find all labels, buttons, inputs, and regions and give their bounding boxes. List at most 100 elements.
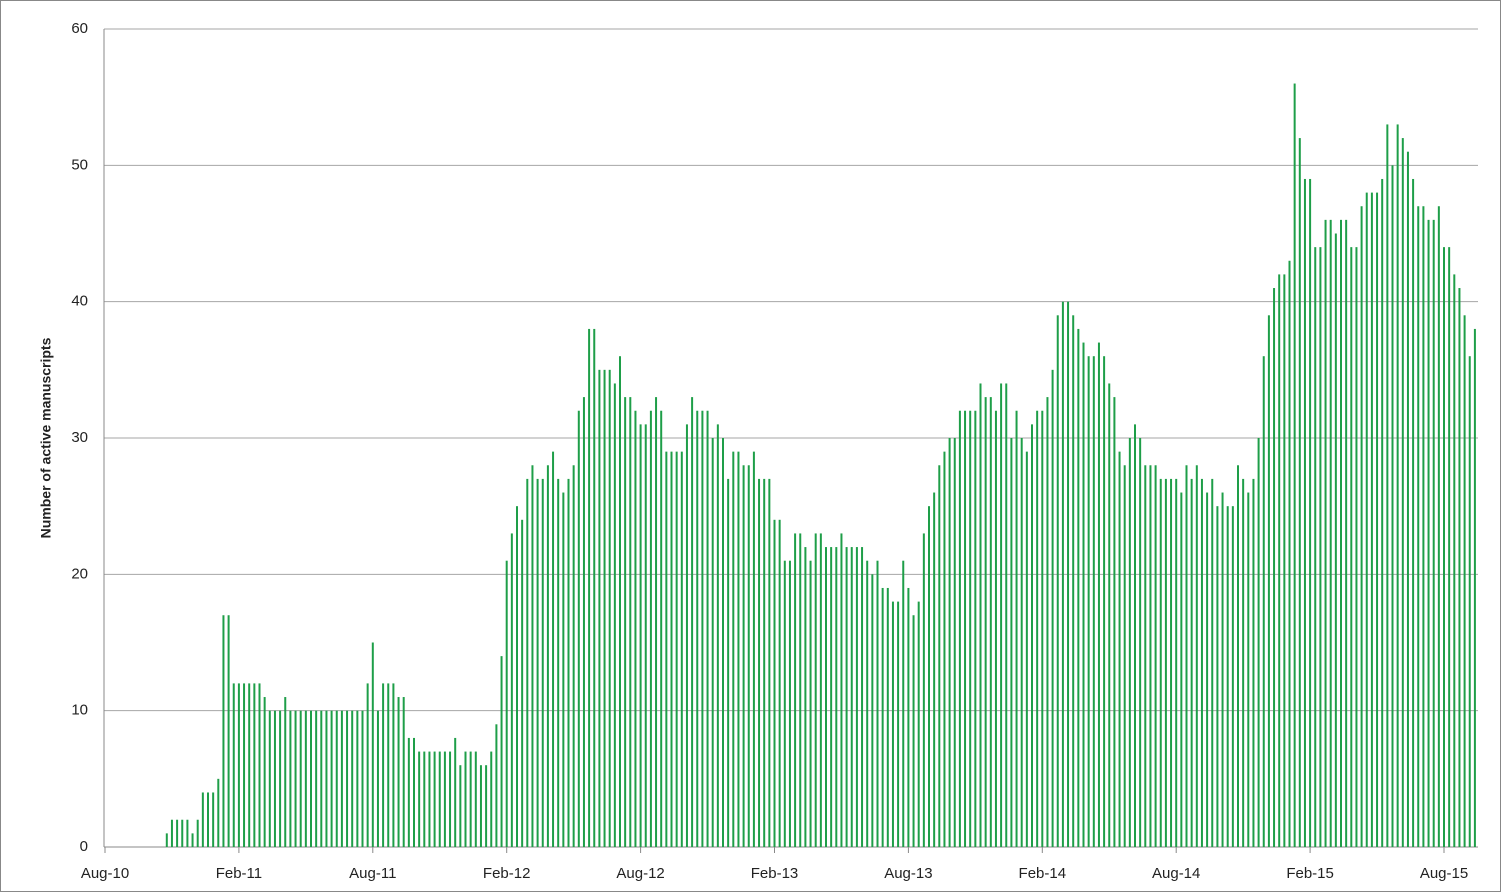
bar bbox=[1406, 151, 1409, 847]
bar bbox=[624, 397, 627, 847]
bar bbox=[207, 792, 209, 847]
bar bbox=[1417, 206, 1420, 847]
bar bbox=[407, 737, 410, 847]
bar bbox=[1128, 438, 1131, 847]
x-tick-label: Feb-13 bbox=[751, 865, 799, 882]
bar bbox=[284, 697, 287, 847]
bar bbox=[243, 683, 246, 847]
bar bbox=[330, 710, 333, 847]
bar bbox=[691, 397, 694, 847]
bar bbox=[1262, 356, 1265, 847]
bar bbox=[546, 465, 549, 847]
bar bbox=[459, 765, 462, 847]
bar bbox=[1386, 124, 1389, 847]
bar bbox=[1108, 383, 1111, 847]
bar bbox=[619, 356, 621, 847]
bar bbox=[1195, 465, 1198, 847]
bar bbox=[356, 710, 359, 847]
bar bbox=[361, 710, 364, 847]
bar bbox=[747, 465, 750, 847]
x-tick-label: Feb-12 bbox=[483, 865, 531, 882]
bar bbox=[1463, 315, 1466, 847]
bar bbox=[1427, 219, 1430, 847]
bar bbox=[1113, 397, 1116, 847]
bar bbox=[1154, 465, 1157, 847]
bar bbox=[701, 410, 704, 847]
bar bbox=[917, 601, 920, 847]
bar bbox=[1303, 178, 1306, 847]
bar bbox=[1067, 301, 1070, 848]
bar bbox=[521, 519, 524, 847]
bar bbox=[320, 710, 323, 847]
bar bbox=[170, 819, 173, 847]
bar bbox=[958, 410, 961, 847]
bar bbox=[1046, 397, 1049, 847]
bar bbox=[479, 765, 482, 847]
bar bbox=[1190, 478, 1193, 847]
bar bbox=[1319, 247, 1322, 848]
bar bbox=[438, 751, 441, 847]
bar bbox=[1005, 383, 1008, 847]
bar bbox=[196, 819, 199, 847]
bar bbox=[788, 560, 791, 847]
bar bbox=[1237, 465, 1239, 847]
y-tick-label: 60 bbox=[71, 20, 88, 37]
bar bbox=[655, 397, 658, 847]
bar bbox=[1097, 342, 1100, 847]
bar bbox=[825, 547, 827, 847]
bar bbox=[984, 397, 987, 847]
bar bbox=[675, 451, 678, 847]
bar bbox=[716, 424, 719, 847]
bar bbox=[268, 710, 271, 847]
bar bbox=[469, 751, 472, 847]
bar bbox=[279, 710, 282, 847]
bar bbox=[186, 819, 189, 847]
bar bbox=[1340, 219, 1342, 847]
bar bbox=[351, 710, 354, 847]
bar bbox=[217, 778, 220, 847]
bar bbox=[588, 328, 591, 847]
bar bbox=[794, 533, 797, 847]
bar bbox=[1051, 369, 1054, 847]
bar bbox=[866, 560, 869, 847]
bar bbox=[464, 751, 467, 847]
bar bbox=[1458, 288, 1461, 847]
bar bbox=[1278, 274, 1281, 847]
bar bbox=[1056, 315, 1059, 847]
bar bbox=[1453, 274, 1456, 847]
bar bbox=[1159, 478, 1162, 847]
bar bbox=[804, 547, 807, 847]
bar bbox=[1448, 247, 1451, 848]
bar bbox=[660, 410, 663, 847]
bar bbox=[294, 710, 297, 847]
bar bbox=[722, 438, 724, 847]
bar bbox=[335, 710, 338, 847]
bar bbox=[454, 737, 457, 847]
x-tick-label: Aug-10 bbox=[81, 865, 129, 882]
bar bbox=[1015, 410, 1018, 847]
x-tick-label: Aug-13 bbox=[884, 865, 932, 882]
bar bbox=[516, 506, 518, 847]
bar bbox=[634, 410, 637, 847]
bar bbox=[598, 369, 601, 847]
bar bbox=[500, 656, 503, 847]
bar bbox=[232, 683, 235, 847]
bar bbox=[557, 478, 560, 847]
bar bbox=[552, 451, 555, 847]
bar bbox=[1350, 247, 1353, 848]
bar bbox=[1000, 383, 1003, 847]
bar bbox=[1437, 206, 1440, 847]
bar bbox=[248, 683, 251, 847]
bar bbox=[758, 478, 761, 847]
bar bbox=[176, 819, 179, 847]
bar bbox=[850, 547, 853, 847]
bar bbox=[1267, 315, 1270, 847]
bar bbox=[263, 697, 266, 847]
bar bbox=[212, 792, 215, 847]
bar bbox=[413, 737, 415, 847]
bar bbox=[871, 574, 874, 847]
bar bbox=[1376, 192, 1379, 848]
bar bbox=[433, 751, 436, 847]
